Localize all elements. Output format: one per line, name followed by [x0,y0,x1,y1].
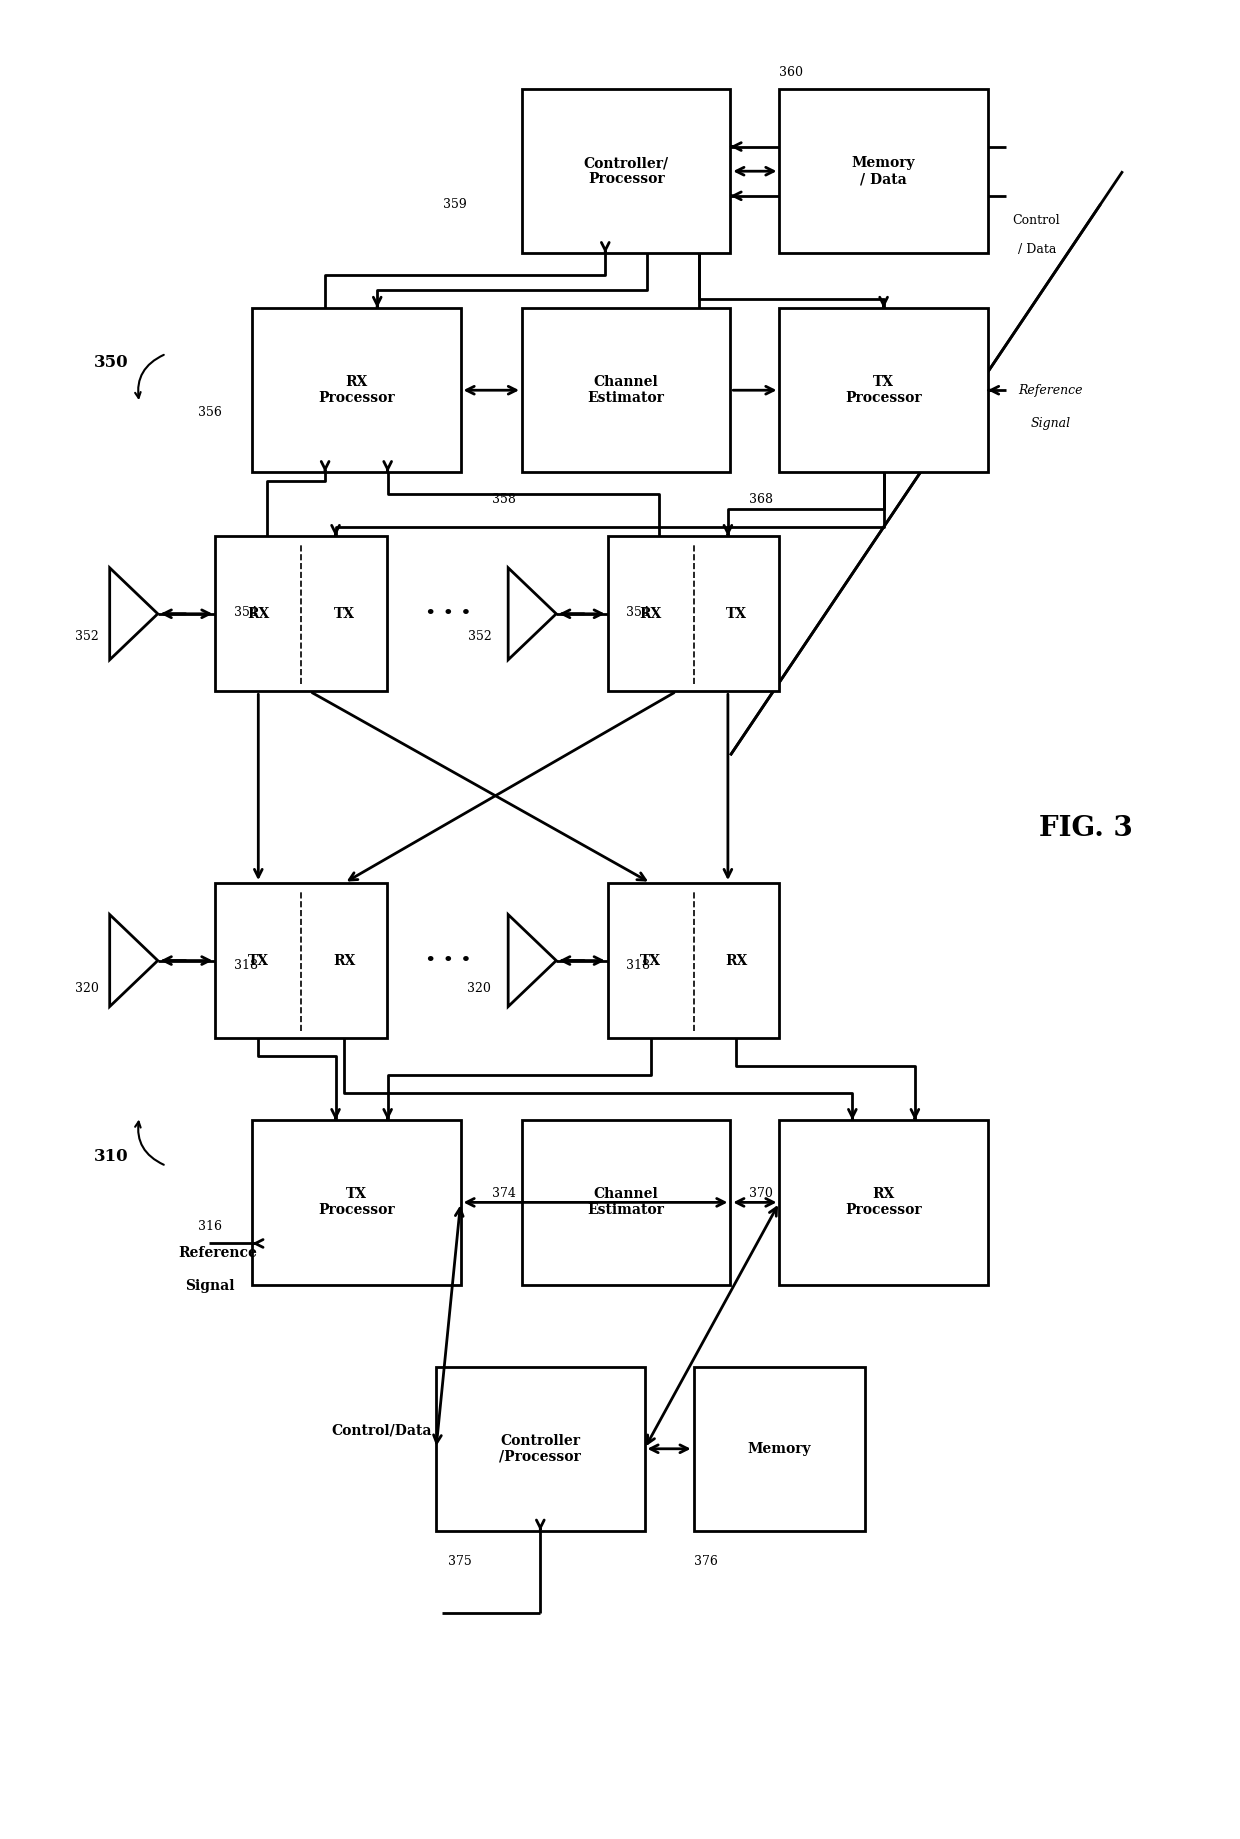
Text: Reference: Reference [1018,384,1083,397]
Text: 356: 356 [197,406,222,419]
FancyBboxPatch shape [780,88,988,254]
Text: FIG. 3: FIG. 3 [1039,815,1133,842]
FancyBboxPatch shape [216,537,387,691]
Text: Memory
/ Data: Memory / Data [852,156,915,186]
FancyBboxPatch shape [522,88,730,254]
Text: 318: 318 [234,958,258,971]
Text: RX: RX [640,607,662,622]
Text: RX
Processor: RX Processor [846,1188,921,1217]
Text: 316: 316 [197,1219,222,1232]
Text: 320: 320 [76,982,99,995]
Text: Reference: Reference [179,1247,258,1260]
Text: TX: TX [640,954,661,967]
Text: 360: 360 [780,66,804,79]
Text: 374: 374 [492,1186,516,1199]
Text: 352: 352 [467,631,491,644]
Text: / Data: / Data [1018,243,1056,256]
Text: RX: RX [725,954,748,967]
Polygon shape [109,914,157,1006]
FancyBboxPatch shape [216,883,387,1039]
Text: 318: 318 [626,958,650,971]
Text: Memory: Memory [748,1442,811,1456]
Text: 368: 368 [749,493,774,506]
Text: RX: RX [334,954,355,967]
Text: 352: 352 [76,631,99,644]
Text: 376: 376 [693,1556,718,1569]
Text: 350: 350 [94,355,129,371]
Text: • • •: • • • [425,951,471,969]
Text: TX
Processor: TX Processor [846,375,921,405]
Text: Signal: Signal [1030,417,1071,430]
FancyBboxPatch shape [693,1366,866,1530]
FancyBboxPatch shape [608,883,780,1039]
Text: 358: 358 [492,493,516,506]
Text: Control: Control [1012,213,1060,226]
Text: 354: 354 [234,607,258,620]
Text: 375: 375 [449,1556,472,1569]
Text: Controller
/Processor: Controller /Processor [500,1434,582,1464]
Text: RX: RX [247,607,269,622]
Text: 354: 354 [626,607,650,620]
Polygon shape [508,568,557,660]
Text: 320: 320 [467,982,491,995]
Text: 370: 370 [749,1186,774,1199]
Text: TX: TX [334,607,355,622]
FancyBboxPatch shape [252,1120,460,1284]
FancyBboxPatch shape [436,1366,645,1530]
FancyBboxPatch shape [608,537,780,691]
Text: Control/Data: Control/Data [332,1423,433,1438]
Text: TX
Processor: TX Processor [319,1188,394,1217]
Text: Channel
Estimator: Channel Estimator [588,1188,665,1217]
Text: 310: 310 [94,1148,129,1166]
Text: TX: TX [725,607,746,622]
Polygon shape [109,568,157,660]
Text: • • •: • • • [425,605,471,623]
FancyBboxPatch shape [522,1120,730,1284]
FancyBboxPatch shape [522,309,730,473]
Text: RX
Processor: RX Processor [319,375,394,405]
Text: TX: TX [248,954,269,967]
Polygon shape [508,914,557,1006]
Text: Signal: Signal [185,1280,234,1293]
Text: Channel
Estimator: Channel Estimator [588,375,665,405]
Text: 359: 359 [443,197,466,210]
FancyBboxPatch shape [780,1120,988,1284]
Text: Controller/
Processor: Controller/ Processor [584,156,668,186]
FancyBboxPatch shape [252,309,460,473]
FancyBboxPatch shape [780,309,988,473]
